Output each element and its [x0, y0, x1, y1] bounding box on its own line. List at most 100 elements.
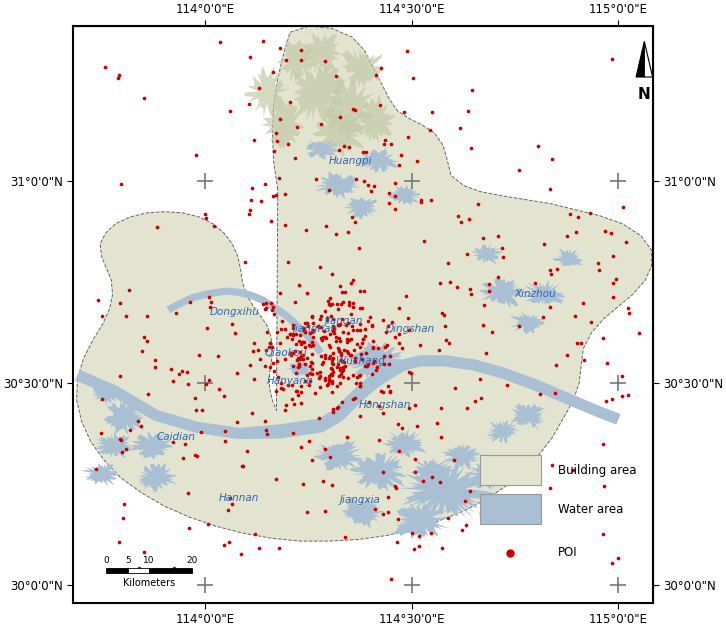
- Text: Jiangxia: Jiangxia: [340, 495, 380, 505]
- Point: [248, 135, 259, 145]
- Point: [342, 318, 354, 328]
- Point: [334, 378, 346, 388]
- Point: [359, 176, 370, 186]
- Point: [256, 196, 267, 206]
- Point: [301, 508, 313, 518]
- Point: [414, 542, 425, 552]
- Point: [272, 136, 283, 146]
- Point: [335, 348, 347, 358]
- Polygon shape: [357, 149, 400, 173]
- Point: [366, 321, 378, 331]
- Point: [112, 73, 123, 83]
- Point: [142, 389, 153, 399]
- Point: [606, 394, 618, 404]
- Point: [417, 476, 429, 486]
- Point: [368, 356, 380, 366]
- Point: [370, 70, 382, 80]
- Polygon shape: [138, 462, 177, 493]
- Point: [327, 406, 339, 416]
- Point: [436, 403, 447, 413]
- Point: [258, 299, 269, 309]
- Point: [368, 181, 380, 191]
- Point: [401, 45, 412, 55]
- Point: [232, 418, 243, 428]
- Point: [237, 460, 248, 470]
- Polygon shape: [410, 457, 458, 484]
- Point: [361, 361, 372, 371]
- Point: [367, 369, 378, 379]
- Point: [293, 360, 304, 370]
- Point: [425, 195, 436, 205]
- Point: [295, 398, 307, 408]
- Text: Jianghan: Jianghan: [293, 323, 338, 333]
- Point: [302, 321, 314, 331]
- Point: [436, 431, 447, 442]
- Point: [303, 437, 315, 447]
- Point: [323, 371, 335, 381]
- Point: [261, 327, 273, 337]
- Point: [306, 455, 317, 465]
- Point: [338, 142, 350, 152]
- Point: [354, 411, 366, 421]
- Point: [177, 454, 189, 464]
- Point: [529, 278, 541, 288]
- Point: [226, 499, 237, 509]
- Point: [544, 483, 556, 493]
- Point: [236, 548, 248, 559]
- Point: [363, 397, 375, 407]
- Point: [393, 338, 405, 348]
- Point: [364, 312, 375, 322]
- Point: [115, 435, 127, 445]
- Point: [150, 362, 161, 372]
- Point: [443, 258, 454, 268]
- Point: [358, 334, 370, 344]
- Point: [203, 375, 215, 385]
- Point: [95, 428, 107, 438]
- Point: [336, 356, 348, 366]
- Point: [259, 179, 271, 189]
- Point: [293, 353, 304, 363]
- Point: [545, 269, 557, 279]
- Point: [444, 277, 455, 287]
- Text: 0: 0: [104, 556, 109, 565]
- Point: [303, 340, 315, 350]
- Polygon shape: [305, 140, 339, 160]
- Point: [378, 139, 390, 149]
- Text: 10: 10: [144, 556, 155, 565]
- Point: [170, 308, 182, 318]
- Point: [219, 540, 230, 550]
- Point: [362, 359, 374, 369]
- Point: [402, 133, 414, 143]
- Point: [478, 233, 489, 243]
- Point: [348, 104, 359, 114]
- Point: [279, 189, 290, 199]
- Point: [345, 309, 356, 320]
- Point: [347, 325, 359, 335]
- Point: [393, 446, 404, 456]
- Point: [326, 387, 338, 397]
- Point: [327, 359, 339, 369]
- Point: [333, 320, 345, 330]
- Point: [195, 427, 207, 437]
- Point: [96, 394, 107, 404]
- Point: [327, 321, 339, 331]
- Point: [183, 379, 195, 389]
- Point: [299, 342, 311, 352]
- Point: [326, 358, 338, 368]
- Point: [456, 525, 468, 535]
- Point: [333, 346, 345, 356]
- Point: [343, 300, 355, 310]
- Point: [597, 528, 608, 538]
- Point: [337, 364, 348, 374]
- Point: [183, 523, 195, 533]
- Point: [274, 114, 286, 125]
- Point: [99, 62, 110, 72]
- Point: [323, 374, 335, 384]
- Point: [463, 214, 475, 224]
- Point: [393, 303, 405, 313]
- Point: [280, 55, 292, 65]
- Point: [287, 323, 299, 333]
- Point: [333, 401, 344, 411]
- Point: [274, 338, 286, 348]
- Point: [287, 348, 298, 358]
